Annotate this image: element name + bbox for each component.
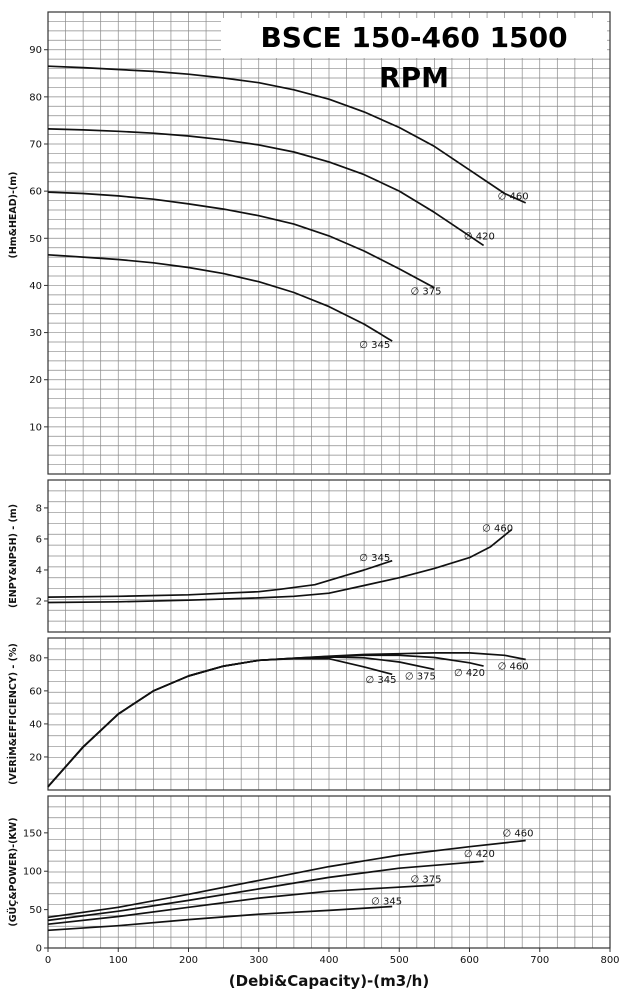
series-label-375: ∅ 375 — [410, 874, 441, 885]
x-tick-label: 600 — [460, 955, 479, 966]
y-tick-label: 40 — [29, 281, 42, 292]
series-label-345: ∅ 345 — [366, 675, 397, 686]
eff-label: (VERİM&EFFICIENCY) - (%) — [8, 643, 19, 785]
series-label-460: ∅ 460 — [503, 828, 534, 839]
series-line-375 — [47, 191, 435, 289]
panel-frame — [47, 11, 611, 475]
series-label-345: ∅ 345 — [359, 340, 390, 351]
series-line-345 — [47, 559, 393, 598]
series-label-460: ∅ 460 — [482, 524, 513, 535]
y-tick-label: 0 — [36, 944, 42, 955]
head-label: (Hm&HEAD)-(m) — [8, 171, 19, 258]
series-label-420: ∅ 420 — [464, 849, 495, 860]
y-tick-label: 20 — [29, 752, 42, 763]
series-label-420: ∅ 420 — [464, 231, 495, 242]
y-tick-label: 90 — [29, 45, 42, 56]
x-tick-label: 200 — [179, 955, 198, 966]
y-tick-label: 8 — [36, 503, 42, 514]
x-tick-label: 100 — [109, 955, 128, 966]
chart-title: BSCE 150-460 1500 RPM — [221, 18, 607, 94]
series-line-420 — [47, 860, 484, 922]
series-label-375: ∅ 375 — [405, 672, 436, 683]
y-tick-label: 30 — [29, 328, 42, 339]
series-label-460: ∅ 460 — [498, 191, 529, 202]
x-tick-label: 800 — [600, 955, 619, 966]
x-axis-label: (Debi&Capacity)-(m3/h) — [228, 972, 430, 990]
series-line-345 — [47, 253, 393, 342]
series-line-460 — [47, 652, 526, 788]
y-tick-label: 100 — [23, 867, 42, 878]
series-line-460 — [47, 839, 526, 919]
y-tick-label: 4 — [36, 565, 42, 576]
x-tick-label: 400 — [319, 955, 338, 966]
y-tick-label: 150 — [23, 828, 42, 839]
series-line-460 — [47, 65, 527, 204]
series-label-375: ∅ 375 — [410, 287, 441, 298]
x-tick-label: 700 — [530, 955, 549, 966]
y-tick-label: 2 — [36, 596, 42, 607]
panel-frame — [47, 479, 611, 633]
y-tick-label: 80 — [29, 92, 42, 103]
y-tick-label: 50 — [29, 234, 42, 245]
series-line-345 — [47, 905, 393, 932]
y-tick-label: 6 — [36, 534, 42, 545]
series-label-460: ∅ 460 — [498, 662, 529, 673]
series-label-420: ∅ 420 — [454, 668, 485, 679]
x-tick-label: 300 — [249, 955, 268, 966]
y-tick-label: 20 — [29, 375, 42, 386]
y-tick-label: 50 — [29, 905, 42, 916]
x-tick-label: 500 — [390, 955, 409, 966]
series-line-420 — [47, 128, 485, 247]
series-line-375 — [47, 884, 435, 926]
y-tick-label: 80 — [29, 653, 42, 664]
npsh-label: (ENPY&NPSH) - (m) — [8, 504, 19, 608]
series-label-345: ∅ 345 — [359, 553, 390, 564]
series-label-345: ∅ 345 — [371, 897, 402, 908]
power-label: (GÜÇ&POWER)-(KW) — [8, 817, 19, 926]
series-line-345 — [47, 657, 393, 788]
y-tick-label: 60 — [29, 187, 42, 198]
series-line-460 — [47, 528, 513, 604]
y-tick-label: 10 — [29, 422, 42, 433]
y-tick-label: 60 — [29, 686, 42, 697]
y-tick-label: 40 — [29, 719, 42, 730]
x-tick-label: 0 — [45, 955, 51, 966]
y-tick-label: 70 — [29, 140, 42, 151]
panel-frame — [47, 637, 611, 791]
